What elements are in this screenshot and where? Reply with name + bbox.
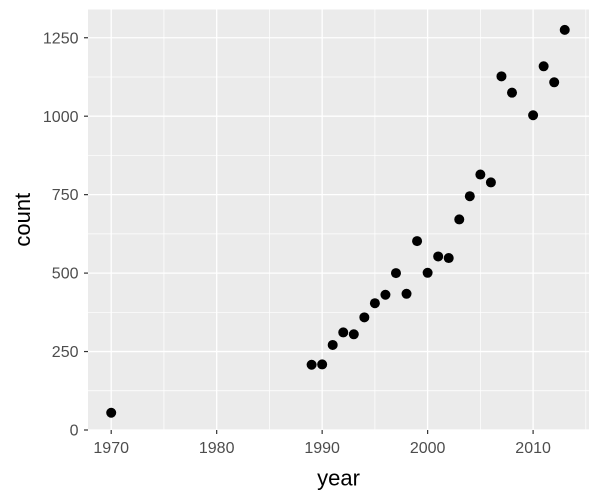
- x-axis-title: year: [317, 466, 360, 491]
- y-tick-label: 750: [52, 187, 79, 204]
- data-point: [559, 24, 570, 35]
- axis-tick-labels-layer: 1970 1980 1990 2000 2010 0 250 500 750 1000 1250: [43, 30, 551, 457]
- data-point: [306, 359, 317, 370]
- data-point: [433, 251, 444, 262]
- data-point: [475, 169, 486, 180]
- y-tick-label: 0: [70, 423, 79, 440]
- y-tick-label: 500: [52, 266, 79, 283]
- data-point: [327, 339, 338, 350]
- x-tick-label: 1990: [304, 440, 340, 457]
- data-point: [422, 267, 433, 278]
- data-point: [369, 298, 380, 309]
- data-point: [317, 359, 328, 370]
- x-tick-label: 1980: [199, 440, 235, 457]
- data-point: [106, 407, 117, 418]
- data-point: [380, 289, 391, 300]
- data-point: [485, 177, 496, 188]
- data-point: [390, 268, 401, 279]
- data-point: [507, 87, 518, 98]
- y-tick-label: 1000: [43, 109, 79, 126]
- data-point: [528, 110, 539, 121]
- data-point: [338, 327, 349, 338]
- data-point: [496, 71, 507, 82]
- y-tick-label: 250: [52, 344, 79, 361]
- data-point: [412, 236, 423, 247]
- data-point: [401, 288, 412, 299]
- data-point: [549, 77, 560, 88]
- y-tick-label: 1250: [43, 30, 79, 47]
- x-tick-label: 2010: [515, 440, 551, 457]
- y-axis-title: count: [10, 193, 35, 247]
- data-point: [538, 61, 549, 72]
- data-point: [464, 191, 475, 202]
- data-point: [348, 329, 359, 340]
- data-point: [359, 312, 370, 323]
- axis-ticks-layer: [84, 37, 534, 434]
- data-point: [443, 253, 454, 264]
- data-points-layer: [106, 24, 570, 418]
- plot-panel: [88, 9, 589, 430]
- x-tick-label: 1970: [93, 440, 129, 457]
- data-point: [454, 214, 465, 225]
- x-tick-label: 2000: [410, 440, 446, 457]
